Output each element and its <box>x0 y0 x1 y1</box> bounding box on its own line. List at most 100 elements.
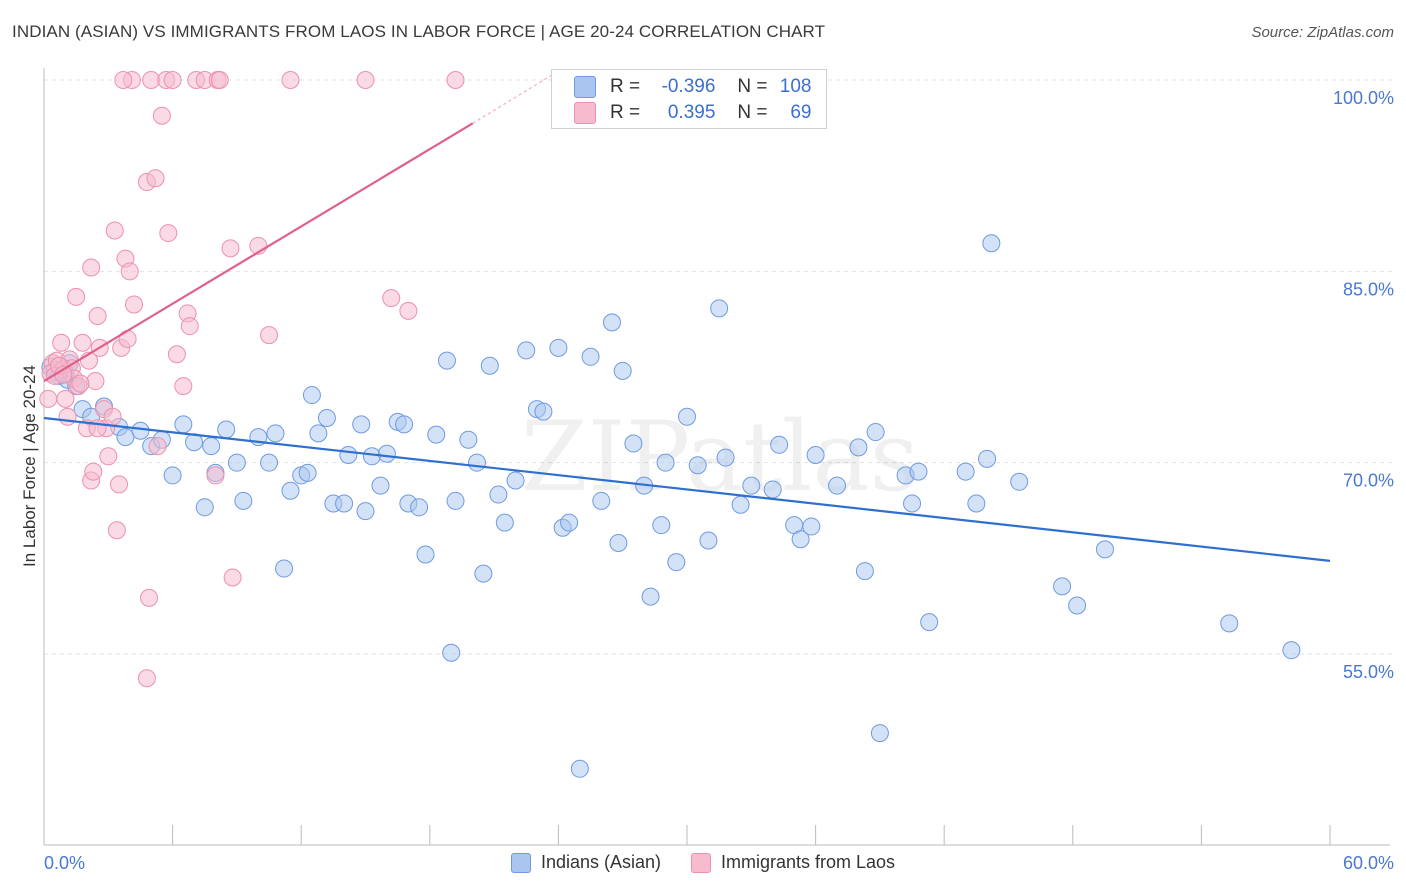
trend-lines <box>43 70 1331 562</box>
data-point <box>58 407 77 426</box>
data-point <box>581 347 600 366</box>
data-point <box>609 534 628 553</box>
tick-labels: 55.0% 70.0% 85.0% 100.0% 0.0% 60.0% <box>44 88 1394 873</box>
data-point <box>356 71 375 89</box>
legend-item-laos[interactable]: Immigrants from Laos <box>691 852 895 873</box>
data-point <box>399 301 418 320</box>
data-point <box>416 545 435 564</box>
data-point <box>371 476 390 495</box>
data-point <box>710 299 729 318</box>
trend-line-indians <box>43 416 1331 562</box>
data-point <box>125 295 144 314</box>
data-point <box>678 407 696 426</box>
data-point <box>195 498 214 517</box>
data-point <box>1068 596 1087 615</box>
legend-label-indians: Indians (Asian) <box>540 852 661 872</box>
data-point <box>770 435 789 454</box>
data-point <box>137 669 156 688</box>
stats-r-label: R = <box>610 76 641 97</box>
data-point <box>52 333 71 352</box>
data-point <box>956 462 975 481</box>
data-point <box>855 562 874 581</box>
grid-lines <box>44 79 1394 655</box>
data-point <box>978 449 997 468</box>
data-point <box>105 221 124 240</box>
data-point <box>828 476 847 495</box>
data-point <box>1095 540 1114 559</box>
data-point <box>866 423 885 442</box>
data-point <box>84 462 103 481</box>
trend-line-laos <box>43 122 474 382</box>
legend-item-indians[interactable]: Indians (Asian) <box>510 852 661 873</box>
data-point <box>180 317 199 336</box>
y-tick-label: 55.0% <box>1343 662 1394 682</box>
data-point <box>152 106 171 125</box>
data-point <box>688 456 707 475</box>
data-point <box>613 361 632 380</box>
stats-row-indians: R = -0.396 N = 108 <box>574 75 812 99</box>
data-point <box>234 491 253 510</box>
data-point <box>335 494 354 513</box>
data-point <box>791 530 810 549</box>
data-point <box>982 234 1001 253</box>
data-point <box>206 466 225 485</box>
data-point <box>103 407 122 426</box>
data-point <box>506 471 525 490</box>
stats-box: R = -0.396 N = 108 R = 0.395 N = 69 <box>551 69 827 129</box>
y-tick-label: 70.0% <box>1343 471 1394 491</box>
data-point <box>495 513 514 532</box>
data-point <box>517 341 536 360</box>
data-point <box>82 258 101 277</box>
data-point <box>699 531 718 550</box>
data-point <box>317 409 336 428</box>
data-point <box>73 333 92 352</box>
axes <box>43 68 1390 846</box>
data-point <box>174 377 193 396</box>
data-point <box>67 287 86 306</box>
data-point <box>146 169 165 188</box>
stats-swatch-blue <box>574 76 596 98</box>
data-point <box>131 421 150 440</box>
data-point <box>120 262 139 281</box>
data-point <box>410 498 429 517</box>
trend-line-laos-extension <box>472 70 559 124</box>
data-point <box>802 517 821 536</box>
data-point <box>549 338 568 357</box>
data-point <box>967 494 986 513</box>
data-point <box>114 71 133 89</box>
data-point <box>395 415 414 434</box>
legend-swatch-pink <box>691 852 711 873</box>
data-point <box>570 759 589 778</box>
data-point <box>849 438 868 457</box>
data-point <box>656 453 675 472</box>
stats-r-value: 0.395 <box>667 102 716 123</box>
data-point <box>459 430 478 449</box>
stats-r-label: R = <box>610 102 641 123</box>
data-point <box>140 588 159 607</box>
data-point <box>716 448 735 467</box>
data-point <box>223 568 242 587</box>
data-point <box>107 521 126 540</box>
data-point <box>763 480 782 499</box>
data-point <box>148 437 167 456</box>
data-point <box>641 587 660 606</box>
data-point <box>99 447 118 466</box>
stats-n-label: N = <box>737 102 768 123</box>
data-point <box>870 724 889 743</box>
data-point <box>1220 614 1239 633</box>
x-tick-label: 0.0% <box>44 853 85 873</box>
data-point <box>167 345 186 364</box>
data-point <box>227 453 246 472</box>
data-point <box>86 372 105 391</box>
data-point <box>534 402 553 421</box>
data-point <box>909 462 928 481</box>
source-label: Source: ZipAtlas.com <box>1251 24 1394 41</box>
data-point <box>217 420 236 439</box>
data-point <box>602 313 621 332</box>
data-point <box>382 289 401 308</box>
data-point <box>39 389 58 408</box>
data-point <box>437 351 456 370</box>
data-point <box>266 424 285 443</box>
data-point <box>260 326 279 345</box>
